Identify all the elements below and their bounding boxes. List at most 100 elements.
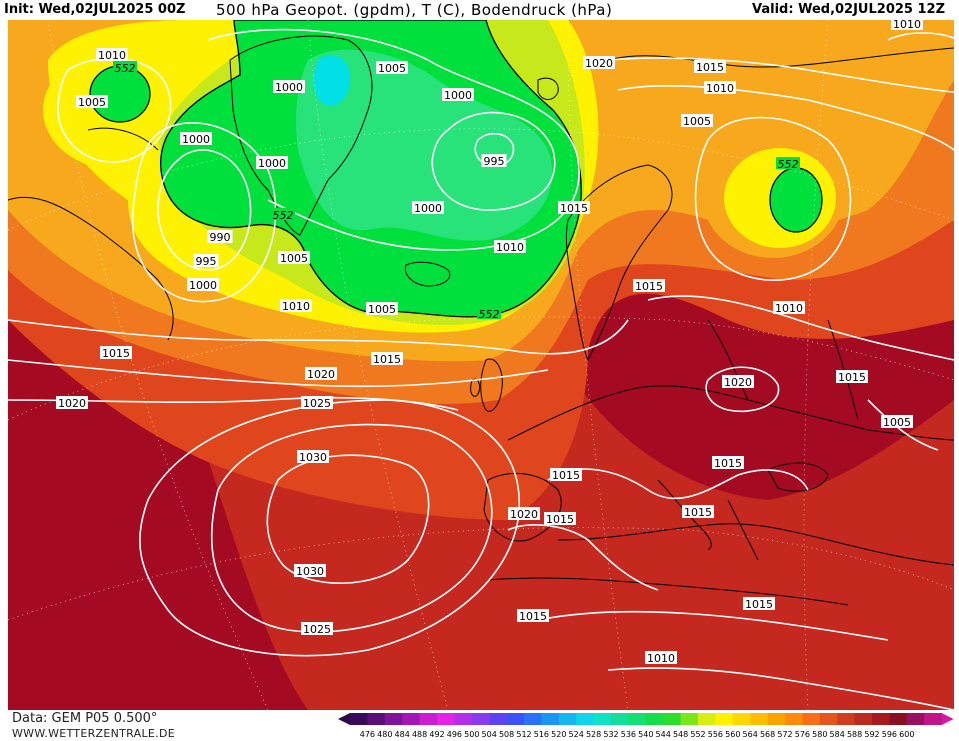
isobar-label: 990 bbox=[207, 230, 233, 244]
gpdm-label: 552 bbox=[778, 158, 799, 171]
scale-tick-label: 504 bbox=[482, 730, 497, 739]
isobar-label-bg bbox=[256, 156, 288, 169]
isobar-label-text: 1005 bbox=[883, 416, 911, 429]
isobar-label-text: 995 bbox=[484, 155, 505, 168]
scale-swatch bbox=[419, 713, 438, 725]
isobar-label-text: 1005 bbox=[368, 303, 396, 316]
header-bar: Init: Wed,02JUL2025 00Z 500 hPa Geopot. … bbox=[0, 0, 959, 20]
scale-tick-label: 560 bbox=[725, 730, 740, 739]
scale-tick-label: 508 bbox=[499, 730, 514, 739]
isobar-label: 995 bbox=[481, 154, 507, 168]
isobar-label: 1020 bbox=[722, 375, 754, 389]
isobar-label: 1000 bbox=[187, 278, 219, 292]
isobar-label: 1015 bbox=[544, 512, 576, 526]
isobar-label-text: 1010 bbox=[893, 20, 921, 31]
isobar-label-group: 1010 1005 1000 1005 1000 1000 1000 995 1000 990 99… bbox=[56, 17, 923, 665]
scale-tick-label: 488 bbox=[412, 730, 427, 739]
isobar-label: 1005 bbox=[278, 251, 310, 265]
scale-swatch bbox=[698, 713, 716, 725]
isobar-label-bg bbox=[278, 251, 310, 264]
isobar-label: 1015 bbox=[558, 201, 590, 215]
scale-swatch bbox=[785, 713, 803, 725]
isobar-label-bg bbox=[722, 375, 754, 388]
gpdm-label-bg bbox=[113, 61, 137, 73]
color-scale: 476 480 484 488 492 496 500 504 508 512 516 520 524 5… bbox=[338, 713, 954, 739]
footer-bar: Data: GEM P05 0.500° WWW.WETTERZENTRALE.… bbox=[0, 710, 959, 741]
scale-tick-label: 536 bbox=[621, 730, 636, 739]
scale-swatch bbox=[819, 713, 838, 725]
isobar-label-bg bbox=[836, 370, 868, 383]
gpdm-label: 552 bbox=[115, 62, 136, 75]
isobar-label-bg bbox=[96, 48, 128, 61]
map-title: 500 hPa Geopot. (gpdm), T (C), Bodendruc… bbox=[216, 1, 613, 19]
scale-swatch bbox=[576, 713, 595, 725]
isobar-label-bg bbox=[550, 468, 582, 481]
isobar-label-bg bbox=[366, 302, 398, 315]
isobar-label: 1020 bbox=[305, 367, 337, 381]
isobar-label-text: 1015 bbox=[102, 347, 130, 360]
scale-tick-label: 528 bbox=[586, 730, 601, 739]
scale-tick-label: 492 bbox=[429, 730, 444, 739]
gpdm-label-bg bbox=[477, 307, 501, 319]
isobar-label: 1020 bbox=[56, 396, 88, 410]
scale-tick-label: 588 bbox=[847, 730, 862, 739]
isobar-label-bg bbox=[301, 396, 333, 409]
isobar-label-bg bbox=[694, 60, 726, 73]
isobar-label-text: 1015 bbox=[552, 469, 580, 482]
scale-tick-label: 532 bbox=[603, 730, 618, 739]
isobar-label: 995 bbox=[193, 254, 219, 268]
isobar-label-text: 995 bbox=[196, 255, 217, 268]
scale-swatch bbox=[558, 713, 577, 725]
scale-tick-label: 512 bbox=[516, 730, 531, 739]
isobar-label-bg bbox=[297, 450, 329, 463]
isobar-label-text: 1015 bbox=[714, 457, 742, 470]
isobar-label: 1015 bbox=[743, 597, 775, 611]
scale-swatch bbox=[471, 713, 490, 725]
scale-tick-label: 544 bbox=[656, 730, 671, 739]
scale-tick-label: 520 bbox=[551, 730, 566, 739]
isobar-label: 1020 bbox=[583, 56, 615, 70]
isobar-label: 1015 bbox=[100, 346, 132, 360]
isobar-label-bg bbox=[704, 81, 736, 94]
scale-tick-label: 584 bbox=[830, 730, 845, 739]
scale-swatch bbox=[437, 713, 455, 725]
scale-tick-label: 556 bbox=[708, 730, 723, 739]
scale-swatch bbox=[924, 713, 943, 725]
isobar-label: 1005 bbox=[681, 114, 713, 128]
isobar-label-text: 1015 bbox=[546, 513, 574, 526]
isobar-label-text: 1000 bbox=[275, 81, 303, 94]
scale-swatch bbox=[402, 713, 421, 725]
gpdm-label-group: 552 552 552 552 bbox=[113, 61, 800, 321]
isobar-label: 1010 bbox=[96, 48, 128, 62]
map-canvas: 1010 1005 1000 1005 1000 1000 1000 995 1000 990 99… bbox=[7, 17, 955, 711]
isobar-label-bg bbox=[207, 230, 233, 243]
isobar-label-bg bbox=[273, 80, 305, 93]
isobar-label-bg bbox=[682, 505, 714, 518]
gpdm-label-bg bbox=[776, 157, 800, 169]
isobar-label-bg bbox=[442, 88, 474, 101]
scale-swatch bbox=[645, 713, 664, 725]
scale-swatch bbox=[906, 713, 925, 725]
isobar-label-bg bbox=[633, 279, 665, 292]
scale-swatch bbox=[628, 713, 647, 725]
isobar-label-text: 1000 bbox=[182, 133, 210, 146]
field-green-core bbox=[296, 49, 553, 241]
isobar-label-text: 1015 bbox=[684, 506, 712, 519]
scale-swatch bbox=[732, 713, 751, 725]
isobar-label-text: 1015 bbox=[696, 61, 724, 74]
isobar-label: 1030 bbox=[294, 564, 326, 578]
isobar-label-bg bbox=[681, 114, 713, 127]
isobar-label-text: 1025 bbox=[303, 623, 331, 636]
scale-swatch bbox=[802, 713, 821, 725]
isobar-label-text: 990 bbox=[210, 231, 231, 244]
isobar-label-bg bbox=[743, 597, 775, 610]
scale-tick-label: 592 bbox=[864, 730, 879, 739]
scale-swatch bbox=[663, 713, 682, 725]
isobar-label-bg bbox=[773, 301, 805, 314]
scale-tick-label: 552 bbox=[690, 730, 705, 739]
isobar-label-bg bbox=[558, 201, 590, 214]
scale-swatch bbox=[872, 713, 890, 725]
scale-tick-label: 500 bbox=[464, 730, 479, 739]
isobar-label: 1015 bbox=[682, 505, 714, 519]
scale-swatch bbox=[889, 713, 908, 725]
